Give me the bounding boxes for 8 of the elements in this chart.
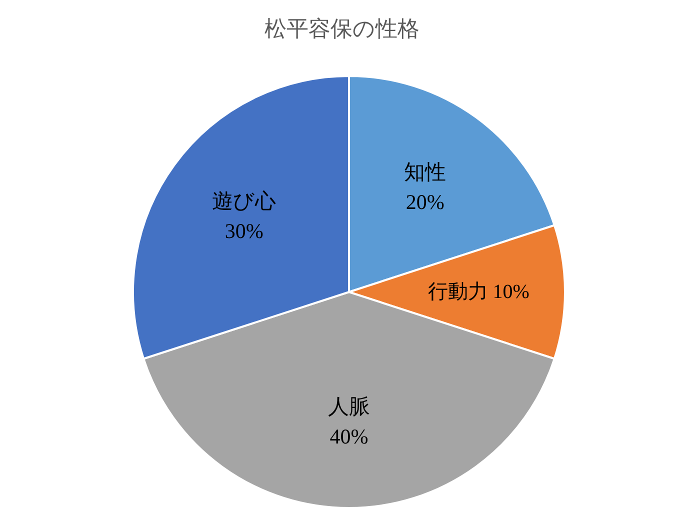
data-label: 40% bbox=[330, 424, 368, 449]
slice-label: 知性 bbox=[404, 160, 446, 184]
slice-label: 行動力 10% bbox=[428, 281, 530, 303]
slice-label: 遊び心 bbox=[212, 188, 276, 213]
data-label: 20% bbox=[406, 190, 444, 214]
data-label: 30% bbox=[224, 218, 264, 243]
slice-label: 人脈 bbox=[328, 394, 370, 419]
chart-title: 松平容保の性格 bbox=[264, 15, 420, 43]
